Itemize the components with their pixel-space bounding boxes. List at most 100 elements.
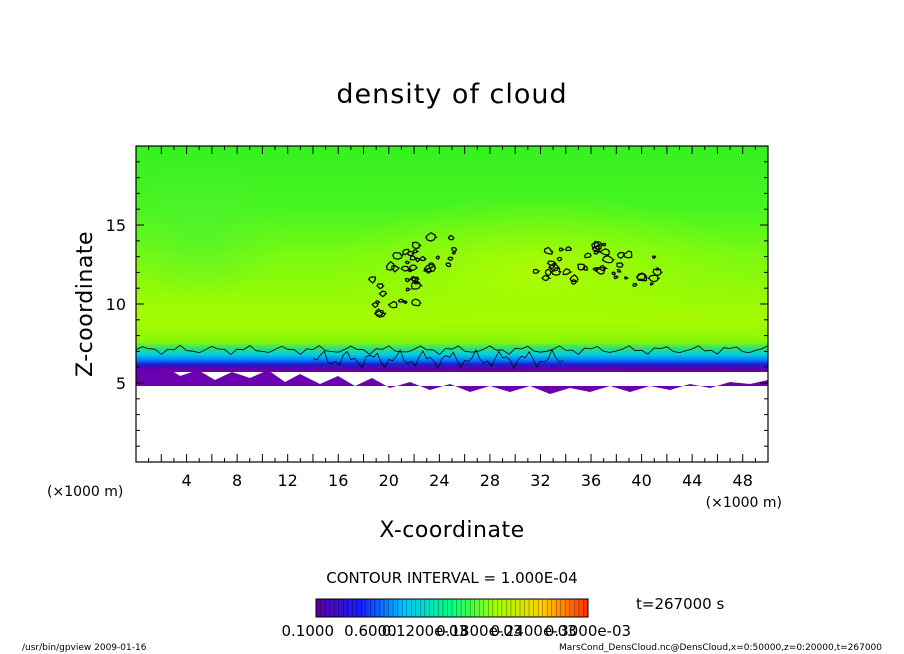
colorbar-ticks: [320, 599, 584, 617]
cloud-contour: [402, 248, 411, 256]
cloud-contour: [387, 300, 398, 309]
cloud-contour: [652, 268, 664, 277]
lower-contour: [312, 348, 564, 370]
cloud-contour: [405, 287, 412, 292]
cloud-contour: [435, 255, 440, 260]
contour-interval: CONTOUR INTERVAL = 1.000E-04: [326, 569, 577, 587]
cloud-contour: [544, 268, 553, 277]
cloud-contour: [397, 298, 406, 303]
cloud-contour: [404, 277, 412, 283]
left-green-patch: [136, 160, 290, 300]
x-axis: 4 8 12 16 20 24 28 32 36 40 44 48: [148, 146, 756, 490]
plot-area: [136, 146, 768, 462]
cloud-base-edge: [136, 366, 768, 394]
cloud-contour: [624, 276, 629, 280]
cloud-contour: [556, 256, 563, 262]
cloud-contour: [601, 255, 616, 264]
cloud-contour: [532, 268, 541, 274]
cloud-contour: [562, 268, 573, 276]
cloud-contour: [415, 257, 422, 263]
x-tick-label: 12: [278, 471, 298, 490]
x-axis-label: X-coordinate: [379, 518, 524, 543]
x-tick-label: 16: [328, 471, 348, 490]
colorbar-label: 0.1000: [282, 622, 335, 640]
cloud-contour: [413, 249, 420, 254]
y-unit: (×1000 m): [47, 484, 123, 500]
cloud-contour: [423, 268, 429, 272]
cloud-contour: [411, 241, 423, 250]
colorbar-label: 0.2400e-03: [490, 622, 576, 640]
colorbar-label: 0.1800e-03: [436, 622, 522, 640]
cloud-contour: [419, 255, 428, 262]
x-tick-label: 36: [581, 471, 601, 490]
x-tick-label: 40: [631, 471, 651, 490]
x-tick-label: 4: [181, 471, 191, 490]
x-tick-label: 48: [733, 471, 753, 490]
y-axis: 5 10 15: [106, 161, 768, 447]
cloud-contour: [375, 300, 381, 305]
cloud-contour: [647, 274, 661, 283]
cloud-contour: [592, 267, 600, 272]
y-tick-label: 10: [106, 295, 126, 314]
cloud-contour: [584, 252, 592, 259]
cloud-contour: [649, 282, 655, 286]
y-tick-label: 5: [116, 374, 126, 393]
cloud-contour: [594, 267, 605, 275]
cloud-contour: [636, 272, 648, 282]
cloud-contour: [378, 290, 388, 298]
time-label: t=267000 s: [636, 595, 724, 613]
cloud-contour: [655, 267, 660, 271]
cloud-contour: [408, 264, 419, 272]
cloud-contour: [428, 262, 435, 269]
cloud-contour: [402, 300, 408, 305]
cloud-contour: [424, 263, 437, 273]
cloud-contour: [565, 246, 573, 252]
cloud-contour: [582, 265, 589, 271]
cloud-contour: [425, 232, 438, 242]
colorbar-label: 0.6000: [344, 622, 397, 640]
x-tick-label: 24: [429, 471, 449, 490]
cloud-contour: [616, 268, 622, 273]
x-tick-label: 32: [530, 471, 550, 490]
colorbar-label: 0.1200e-03: [382, 622, 468, 640]
colorbar-labels: 0.1000 0.60000.1200e-030.1800e-030.2400e-…: [282, 622, 632, 640]
cloud-contour: [409, 275, 419, 282]
cloud-contour: [599, 248, 611, 256]
cloud-contour: [447, 234, 455, 241]
cloud-contour: [413, 280, 421, 285]
cloud-contour: [367, 276, 377, 284]
cloud-glow: [330, 195, 750, 345]
cloud-contour: [613, 275, 620, 280]
cloud-contour: [390, 264, 400, 273]
y-tick-label: 15: [106, 216, 126, 235]
cloud-contour: [546, 260, 558, 267]
cloud-contour: [569, 274, 579, 283]
cloud-contour: [616, 251, 626, 260]
cloud-contour: [651, 255, 657, 260]
cloud-contour: [445, 262, 452, 268]
cloud-contour: [392, 252, 404, 260]
cloud-contour: [400, 265, 411, 272]
footer-right: MarsCond_DensCloud.nc@DensCloud,x=0:5000…: [559, 643, 882, 653]
x-tick-label: 44: [682, 471, 702, 490]
contour-lines: [136, 232, 768, 370]
footer-left: /usr/bin/gpview 2009-01-16: [22, 643, 147, 653]
cloud-contour: [598, 264, 609, 272]
cloud-contour: [404, 260, 411, 265]
cloud-contour: [543, 246, 554, 255]
cloud-contour: [374, 308, 385, 317]
cloud-contour: [548, 262, 561, 272]
cloud-contour: [376, 283, 385, 290]
x-tick-label: 28: [480, 471, 500, 490]
cloud-contour: [541, 274, 552, 282]
cloud-contour: [407, 250, 415, 257]
cloud-contour: [451, 246, 458, 253]
cloud-contour: [558, 247, 566, 252]
cloud-contour: [611, 271, 616, 276]
y-axis-label: Z-coordinate: [73, 231, 98, 377]
cloud-contour: [373, 309, 387, 318]
cloud-base-contour: [136, 344, 768, 356]
cloud-contour: [632, 282, 638, 287]
colorbar-label: 0.3000e-03: [545, 622, 631, 640]
